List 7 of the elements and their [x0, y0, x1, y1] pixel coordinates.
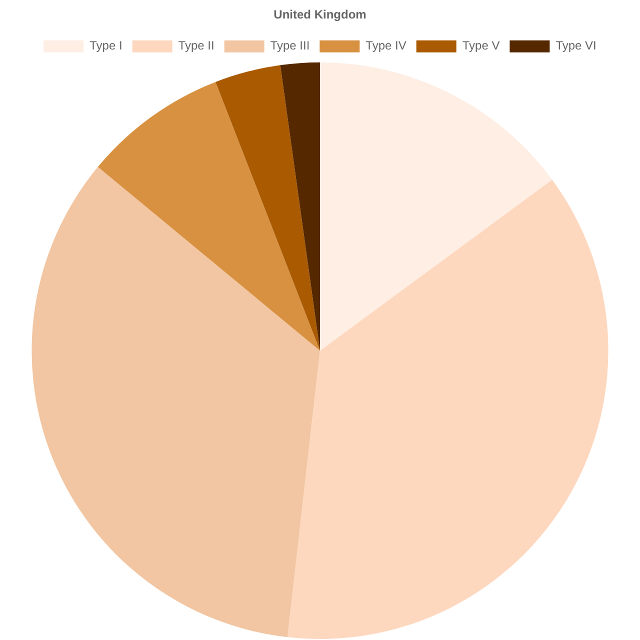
- legend-label: Type II: [178, 38, 214, 53]
- legend-label: Type III: [270, 38, 310, 53]
- legend-label: Type I: [90, 38, 122, 53]
- chart-title: United Kingdom: [274, 8, 366, 22]
- legend-label: Type IV: [366, 38, 406, 53]
- legend-label: Type VI: [556, 38, 596, 53]
- legend-label: Type V: [462, 38, 500, 53]
